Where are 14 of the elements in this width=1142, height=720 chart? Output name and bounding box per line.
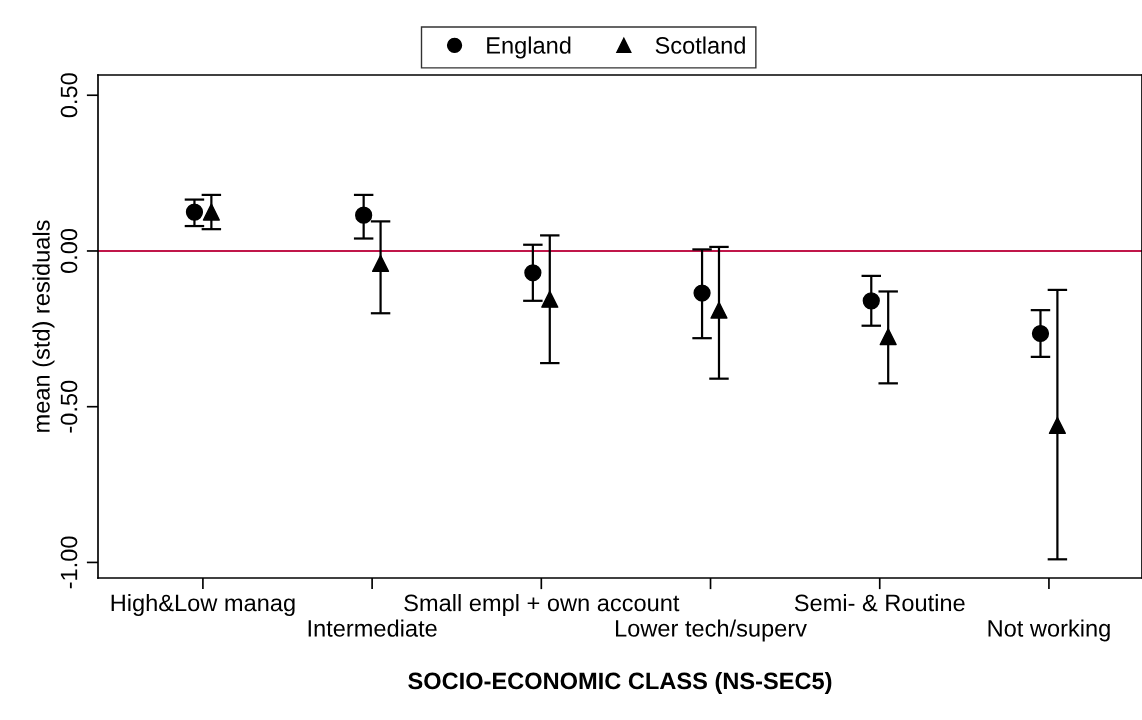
x-tick-label: Lower tech/superv (616, 619, 807, 642)
legend-label: Scotland (655, 36, 745, 54)
y-tick-label: 0.50 (60, 73, 78, 118)
y-tick-label: 0.00 (60, 228, 78, 274)
x-tick-label: High&Low manag (111, 593, 295, 616)
x-axis-title: SOCIO-ECONOMIC CLASS (NS-SEC5) (408, 671, 832, 694)
y-tick-label: -1.00 (60, 536, 78, 589)
y-axis-title: mean (std) residuals (32, 220, 55, 432)
x-tick-label: Not working (988, 619, 1110, 642)
x-tick-label: Semi- & Routine (794, 593, 965, 612)
legend-label: England (487, 36, 571, 59)
y-tick-label: -0.50 (60, 380, 78, 433)
x-tick-label: Intermediate (308, 619, 437, 637)
x-tick-label: Small empl + own account (404, 593, 680, 616)
